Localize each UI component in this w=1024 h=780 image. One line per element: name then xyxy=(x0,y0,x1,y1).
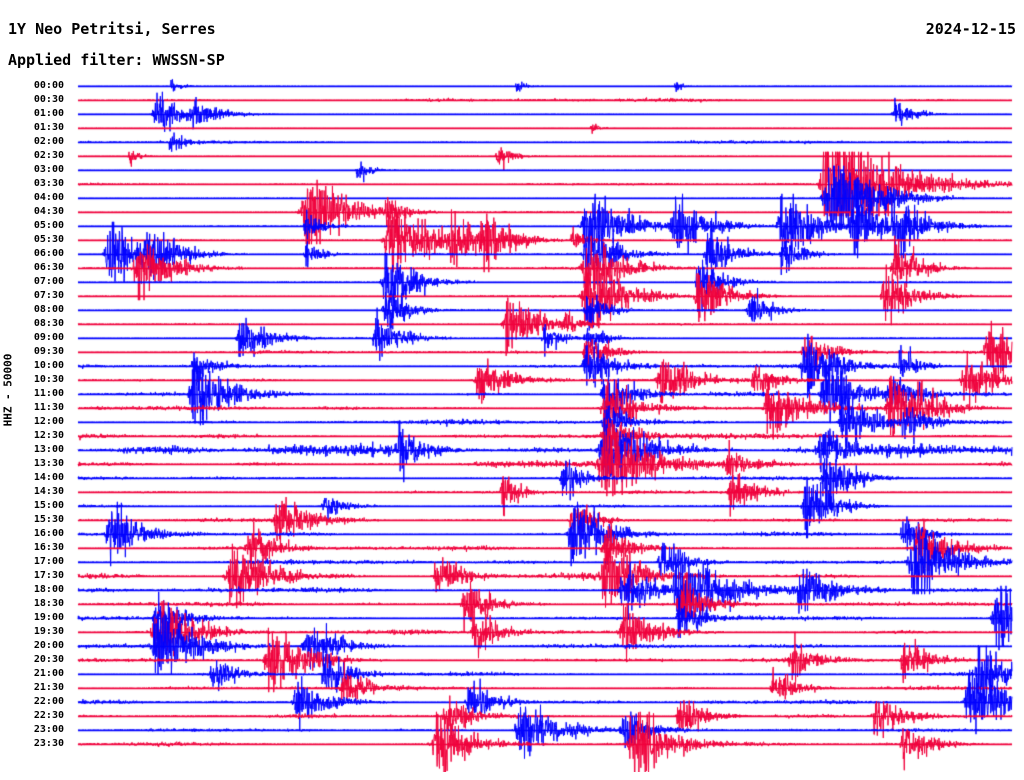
time-axis-label: 04:30 xyxy=(33,206,64,217)
time-axis-label: 03:30 xyxy=(33,178,64,189)
applied-filter-label: Applied filter: WWSSN-SP xyxy=(8,51,225,69)
time-axis-label: 22:00 xyxy=(33,696,64,707)
time-axis-label: 02:30 xyxy=(33,150,64,161)
time-axis-label: 00:00 xyxy=(33,80,64,91)
helicorder-plot: 00:00 00:30 01:00 01:30 02:00 02:30 03:00 03:30… xyxy=(0,78,1024,772)
page-title: 1Y Neo Petritsi, Serres xyxy=(8,20,216,38)
time-axis-label: 13:00 xyxy=(33,444,64,455)
time-axis-label: 16:00 xyxy=(33,528,64,539)
time-axis-label: 09:30 xyxy=(33,346,64,357)
time-axis-label: 07:30 xyxy=(33,290,64,301)
time-axis-label: 07:00 xyxy=(33,276,64,287)
time-axis-label: 13:30 xyxy=(33,458,64,469)
time-axis-label: 14:30 xyxy=(33,486,64,497)
time-axis-label: 14:00 xyxy=(33,472,64,483)
time-axis-label: 19:30 xyxy=(33,626,64,637)
time-axis-label: 06:30 xyxy=(33,262,64,273)
time-axis-label: 11:30 xyxy=(33,402,64,413)
record-date: 2024-12-15 xyxy=(925,20,1016,38)
time-axis-label: 12:30 xyxy=(33,430,64,441)
time-axis-label: 17:00 xyxy=(33,556,64,567)
time-axis-label: 21:00 xyxy=(33,668,64,679)
time-axis-label: 23:30 xyxy=(33,738,64,749)
seismogram-canvas xyxy=(0,78,1024,772)
time-axis-label: 08:00 xyxy=(33,304,64,315)
time-axis-label: 05:30 xyxy=(33,234,64,245)
time-axis-label: 09:00 xyxy=(33,332,64,343)
time-axis-label: 22:30 xyxy=(33,710,64,721)
time-axis-label: 02:00 xyxy=(33,136,64,147)
time-axis-label: 20:00 xyxy=(33,640,64,651)
time-axis-label: 10:30 xyxy=(33,374,64,385)
time-axis-label: 03:00 xyxy=(33,164,64,175)
time-axis-label: 01:30 xyxy=(33,122,64,133)
time-axis-label: 15:00 xyxy=(33,500,64,511)
time-axis-label: 01:00 xyxy=(33,108,64,119)
time-axis-label: 15:30 xyxy=(33,514,64,525)
time-axis-label: 18:30 xyxy=(33,598,64,609)
time-axis-label: 10:00 xyxy=(33,360,64,371)
time-axis-label: 08:30 xyxy=(33,318,64,329)
time-axis-label: 16:30 xyxy=(33,542,64,553)
time-axis-label: 12:00 xyxy=(33,416,64,427)
time-axis-label: 18:00 xyxy=(33,584,64,595)
time-axis-label: 00:30 xyxy=(33,94,64,105)
time-axis-label: 05:00 xyxy=(33,220,64,231)
time-axis-label: 06:00 xyxy=(33,248,64,259)
time-axis-label: 17:30 xyxy=(33,570,64,581)
time-axis: 00:00 00:30 01:00 01:30 02:00 02:30 03:00 03:30… xyxy=(0,78,78,772)
time-axis-label: 21:30 xyxy=(33,682,64,693)
time-axis-label: 04:00 xyxy=(33,192,64,203)
time-axis-label: 11:00 xyxy=(33,388,64,399)
time-axis-label: 23:00 xyxy=(33,724,64,735)
time-axis-label: 19:00 xyxy=(33,612,64,623)
time-axis-label: 20:30 xyxy=(33,654,64,665)
